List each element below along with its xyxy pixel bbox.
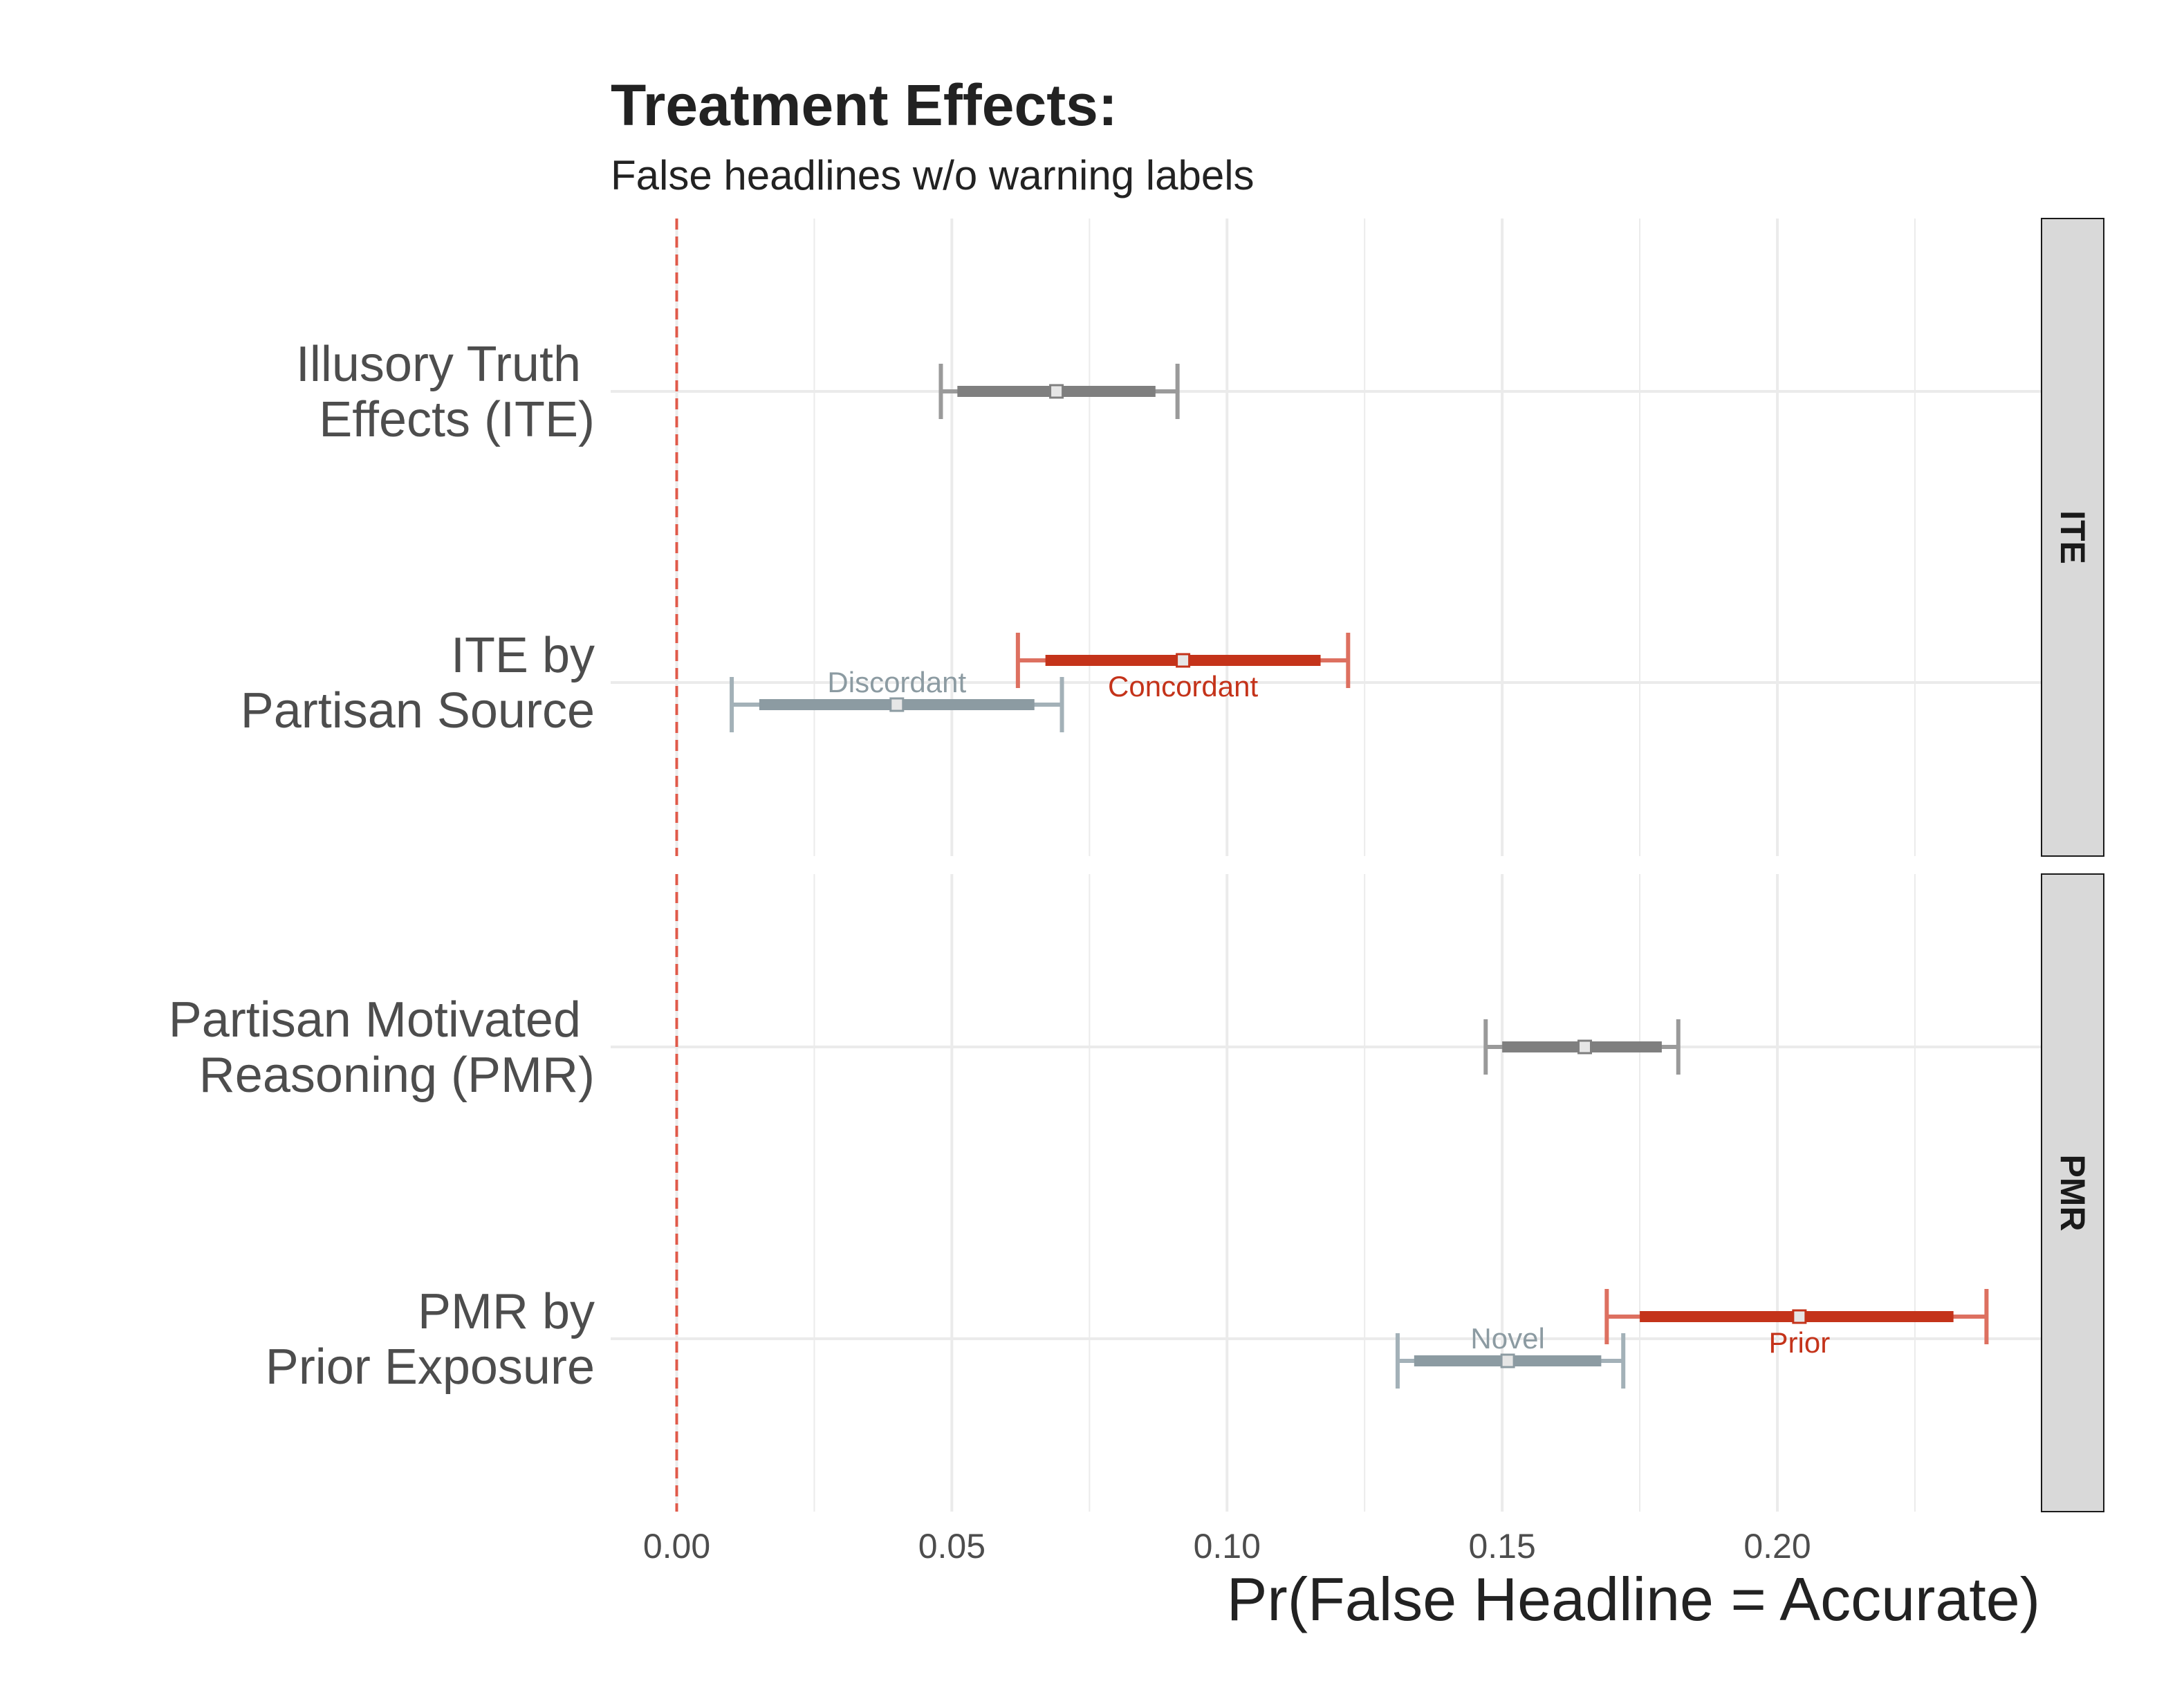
marks-layer: Concordant Discordant Prior Novel [730, 364, 1989, 1389]
facet-strip-pmr [2041, 873, 2104, 1512]
x-tick-label: 0.05 [918, 1527, 985, 1566]
point-estimate [1577, 1039, 1593, 1055]
point-label: Concordant [1108, 670, 1258, 703]
x-axis-label: Pr(False Headline = Accurate) [1227, 1565, 2040, 1633]
y-axis-labels: Illusory Truth Effects (ITE)ITE by Partis… [169, 337, 595, 1395]
estimate-concordant_prior: Prior [1604, 1289, 1989, 1359]
x-tick-label: 0.15 [1468, 1527, 1535, 1566]
chart-subtitle: False headlines w/o warning labels [611, 152, 1255, 198]
point-estimate [1500, 1353, 1515, 1368]
y-axis-label-line: Partisan Source [241, 683, 595, 739]
x-axis-ticks: 0.00 0.05 0.10 0.15 0.20 [643, 1527, 1811, 1566]
y-axis-label: Partisan Motivated Reasoning (PMR) [169, 992, 595, 1103]
point-label: Novel [1470, 1322, 1544, 1355]
estimate-overall [1483, 1019, 1681, 1075]
point-label: Prior [1769, 1326, 1831, 1359]
estimate-discordant_novel: Discordant [730, 666, 1064, 732]
y-axis-label-line: Partisan Motivated [169, 992, 595, 1048]
facet-strip-label: ITE [2053, 510, 2092, 564]
y-axis-label-line: Reasoning (PMR) [199, 1048, 595, 1103]
estimate-concordant_prior: Concordant [1015, 633, 1351, 703]
estimate-overall [938, 364, 1180, 419]
point-estimate [1176, 653, 1191, 668]
point-estimate [889, 697, 905, 712]
grid-layer [611, 219, 2042, 1512]
facet-strip-ite [2041, 218, 2104, 857]
x-tick-label: 0.20 [1743, 1527, 1811, 1566]
chart-title: Treatment Effects: [611, 73, 1118, 138]
point-label: Discordant [827, 666, 966, 698]
point-estimate [1792, 1309, 1807, 1324]
point-estimate [1049, 384, 1064, 399]
y-axis-label-line: PMR by [418, 1284, 595, 1339]
y-axis-label: ITE by Partisan Source [241, 628, 595, 739]
facet-strip-label: PMR [2053, 1154, 2092, 1231]
facet-strips: ITE PMR [2041, 218, 2104, 1512]
y-axis-label: PMR by Prior Exposure [266, 1284, 595, 1395]
estimate-discordant_novel: Novel [1395, 1322, 1626, 1389]
y-axis-label-line: Prior Exposure [266, 1339, 595, 1395]
y-axis-label: Illusory Truth Effects (ITE) [296, 337, 595, 447]
y-axis-label-line: Effects (ITE) [319, 392, 595, 447]
y-axis-label-line: ITE by [451, 628, 595, 683]
x-tick-label: 0.10 [1194, 1527, 1261, 1566]
x-tick-label: 0.00 [643, 1527, 710, 1566]
y-axis-label-line: Illusory Truth [296, 337, 595, 392]
